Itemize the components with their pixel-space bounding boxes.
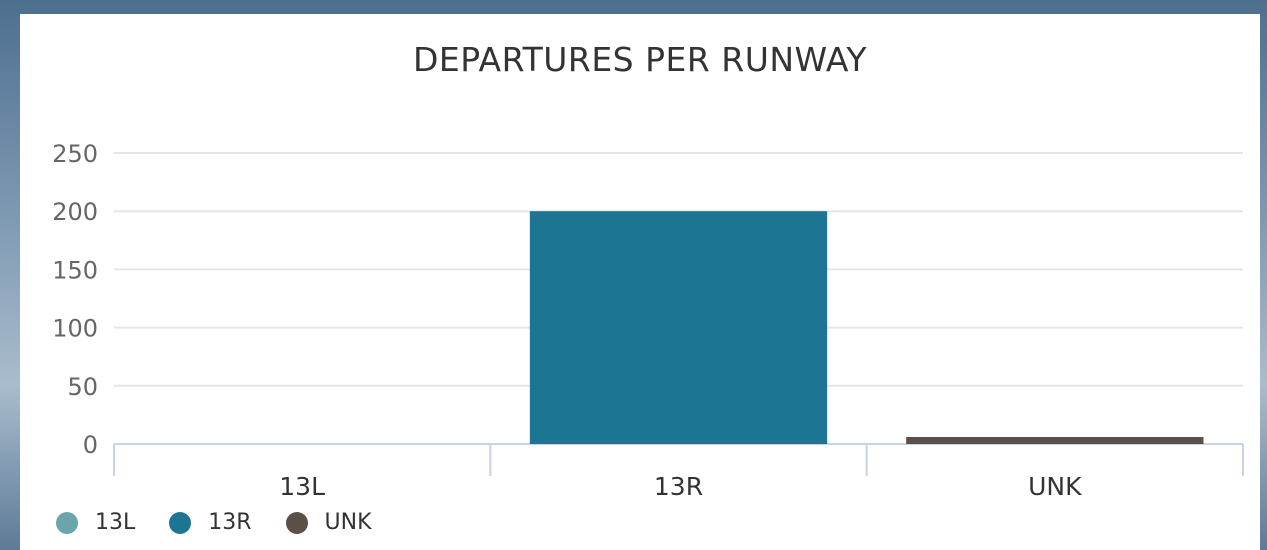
legend-item-unk[interactable]: UNK [285, 510, 372, 535]
legend-dot-icon [56, 511, 78, 534]
x-category-label: 13L [279, 472, 325, 501]
y-tick-label: 50 [67, 373, 98, 401]
y-tick-label: 0 [83, 431, 98, 459]
legend-dot-icon [169, 511, 192, 534]
bar-13r[interactable] [529, 211, 828, 444]
legend-label: UNK [324, 510, 372, 535]
legend-item-13l[interactable]: 13L [56, 510, 135, 535]
legend-label: 13R [208, 510, 252, 535]
y-tick-label: 100 [52, 315, 98, 343]
chart-legend: 13L 13R UNK [56, 510, 406, 535]
legend-label: 13L [95, 510, 136, 535]
x-category-label: UNK [1028, 472, 1082, 501]
bar-unk[interactable] [906, 437, 1204, 444]
y-tick-label: 200 [52, 198, 98, 226]
legend-item-13r[interactable]: 13R [169, 510, 252, 535]
chart-panel: DEPARTURES PER RUNWAY 0 50 100 150 200 250 13L… [20, 14, 1260, 550]
y-tick-label: 250 [52, 140, 98, 168]
chart-title: DEPARTURES PER RUNWAY [412, 40, 868, 79]
legend-dot-icon [285, 511, 308, 534]
bar-chart: 0 50 100 150 200 250 13L 13R UNK [52, 140, 1244, 501]
x-category-label: 13R [654, 472, 703, 501]
y-tick-label: 150 [52, 256, 98, 284]
